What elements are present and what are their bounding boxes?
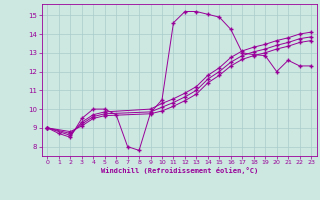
X-axis label: Windchill (Refroidissement éolien,°C): Windchill (Refroidissement éolien,°C) — [100, 167, 258, 174]
